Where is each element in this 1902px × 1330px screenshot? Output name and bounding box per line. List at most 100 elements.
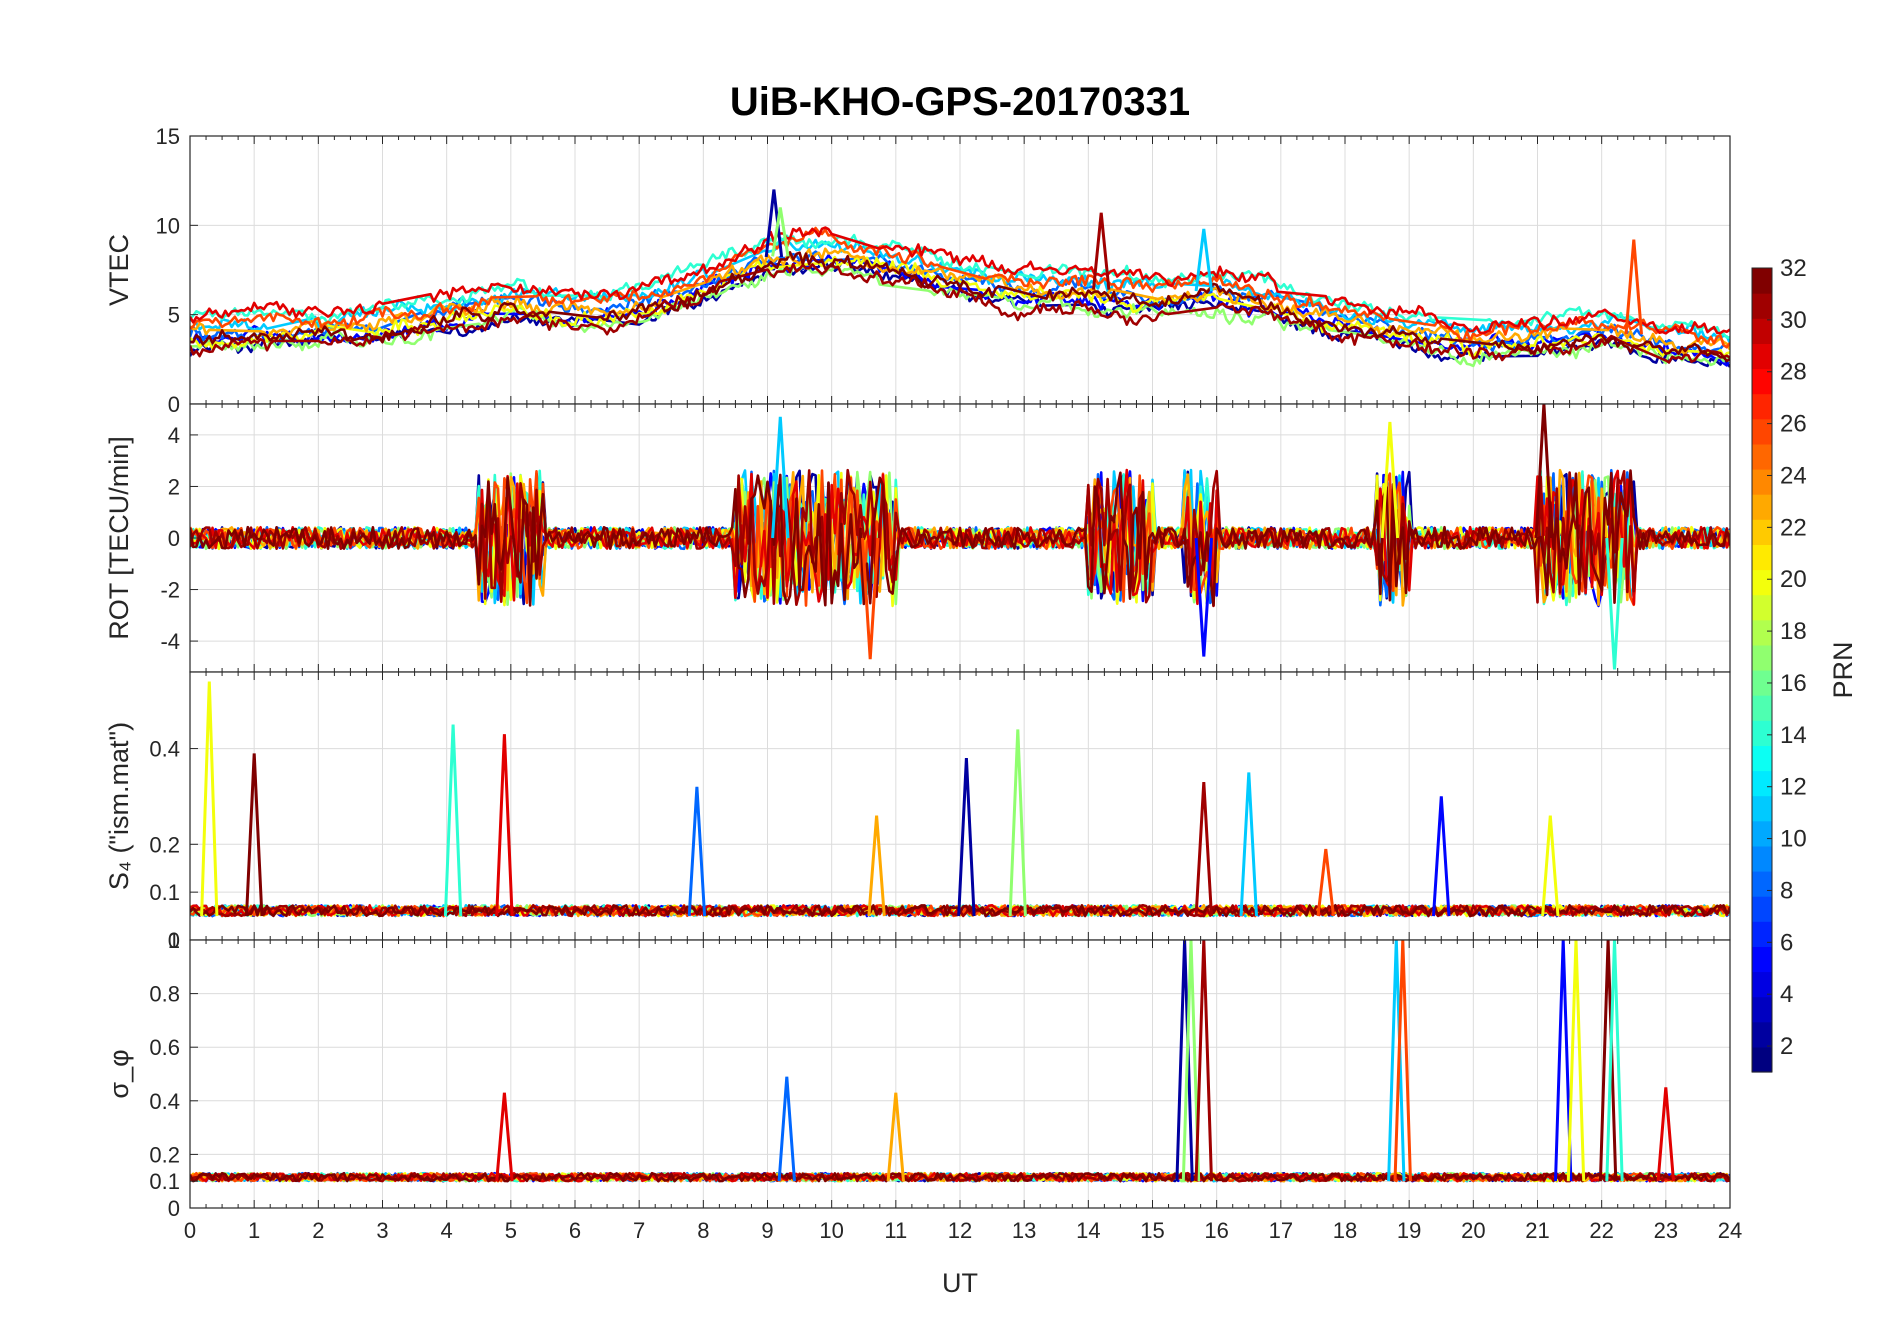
data-peak: [771, 207, 790, 257]
colorbar-swatch: [1752, 544, 1772, 571]
data-peak: [861, 537, 880, 660]
colorbar-swatch: [1752, 343, 1772, 370]
data-peak: [1605, 537, 1624, 670]
colorbar-swatch: [1752, 418, 1772, 445]
y-tick-label: 0: [168, 526, 180, 551]
colorbar-tick-label: 4: [1780, 981, 1793, 1008]
y-tick-label: 0: [168, 1196, 180, 1221]
data-peak: [1239, 772, 1258, 917]
y-tick-label: 1: [168, 928, 180, 953]
y-tick-label: 0.6: [149, 1035, 180, 1060]
x-tick-label: 20: [1461, 1218, 1485, 1243]
colorbar-swatch: [1752, 494, 1772, 520]
y-tick-label: 0.2: [149, 1142, 180, 1167]
colorbar-swatch: [1752, 469, 1772, 495]
colorbar-frame: [1751, 267, 1773, 1073]
panel-vtec: 0 5 10 15 VTEC: [104, 124, 1731, 417]
y-axis-label: S₄ ("ism.mat"): [104, 722, 134, 890]
x-tick-label: 11: [884, 1218, 907, 1243]
colorbar-tick-label: 32: [1780, 255, 1807, 282]
data-peak: [886, 1092, 905, 1182]
data-peak: [957, 758, 976, 917]
colorbar-swatch: [1752, 996, 1772, 1023]
colorbar-swatch: [1752, 871, 1772, 897]
series-line-prn-31: [190, 468, 1730, 606]
x-tick-label: 5: [505, 1218, 517, 1243]
x-tick-label: 12: [948, 1218, 972, 1243]
data-peak: [1432, 796, 1451, 917]
x-tick-label: 4: [441, 1218, 453, 1243]
data-peak: [245, 753, 264, 917]
colorbar-swatch: [1752, 1046, 1772, 1073]
y-tick-label: 0.1: [149, 880, 180, 905]
x-tick-label: 3: [376, 1218, 388, 1243]
y-tick-label: 2: [168, 474, 180, 499]
data-peak: [1605, 940, 1624, 1182]
colorbar-swatch: [1752, 795, 1772, 822]
series-line-prn-32: [190, 251, 1730, 363]
colorbar-tick-label: 22: [1780, 514, 1807, 541]
data-peak: [1380, 421, 1400, 539]
series-group: [190, 940, 1730, 1183]
colorbar-swatch: [1752, 845, 1772, 872]
panel-sigma: 00.10.20.40.60.81σ_φ0 1 2 3 4 5 6 7 8 9 10 11 12 13 14…: [104, 928, 1742, 1243]
data-peak: [1387, 940, 1406, 1182]
x-tick-label: 10: [819, 1218, 843, 1243]
x-tick-label: 23: [1654, 1218, 1678, 1243]
colorbar-swatch: [1752, 720, 1772, 746]
data-peak: [771, 416, 790, 539]
colorbar-tick-label: 12: [1780, 774, 1807, 801]
x-tick-label: 2: [312, 1218, 324, 1243]
data-peak: [1393, 940, 1412, 1182]
colorbar-tick-label: 6: [1780, 929, 1793, 956]
y-tick-label: 10: [156, 213, 180, 238]
data-peak: [1008, 729, 1027, 917]
colorbar-tick-label: 16: [1780, 670, 1807, 697]
y-tick-label: 0.4: [149, 1089, 180, 1114]
colorbar-tick-label: 2: [1780, 1033, 1793, 1060]
x-tick-label: 24: [1718, 1218, 1742, 1243]
colorbar-swatch: [1752, 594, 1772, 621]
colorbar-tick-label: 14: [1780, 722, 1807, 749]
series-line-prn-31: [190, 262, 1730, 364]
x-tick-label: 22: [1589, 1218, 1613, 1243]
series-line-prn-32: [190, 469, 1730, 607]
colorbar-tick-label: 18: [1780, 618, 1807, 645]
data-peak: [1194, 537, 1213, 657]
data-peak: [764, 189, 784, 258]
colorbar-swatch: [1752, 368, 1772, 395]
x-tick-label: 17: [1269, 1218, 1293, 1243]
colorbar-label: PRN: [1828, 641, 1858, 698]
y-tick-label: 0.1: [149, 1169, 180, 1194]
colorbar-swatch: [1752, 670, 1772, 696]
y-tick-label: 0.2: [149, 832, 180, 857]
colorbar-swatch: [1752, 619, 1772, 646]
y-axis-label: VTEC: [104, 234, 134, 306]
x-tick-label: 18: [1333, 1218, 1357, 1243]
y-tick-label: 0: [168, 392, 180, 417]
x-tick-label: 15: [1140, 1218, 1164, 1243]
y-tick-label: 0.4: [149, 737, 180, 762]
colorbar-swatch: [1752, 268, 1772, 294]
series-line-prn-26: [190, 226, 1730, 349]
data-peak: [1194, 940, 1213, 1182]
x-tick-label: 1: [248, 1218, 260, 1243]
series-group: [190, 404, 1730, 670]
colorbar-tick-label: 28: [1780, 359, 1807, 386]
colorbar-swatch: [1752, 393, 1772, 420]
colorbar-swatch: [1752, 745, 1772, 772]
colorbar-swatch: [1752, 971, 1772, 998]
data-peak: [1656, 1087, 1675, 1182]
y-tick-label: -4: [160, 629, 180, 654]
colorbar-swatch: [1752, 820, 1772, 847]
data-peak: [1175, 940, 1194, 1182]
x-tick-label: 16: [1204, 1218, 1228, 1243]
y-axis-label: σ_φ: [104, 1049, 134, 1098]
y-tick-label: -2: [160, 578, 180, 603]
x-tick-label: 7: [633, 1218, 645, 1243]
y-tick-label: 4: [168, 423, 180, 448]
colorbar-swatch: [1752, 519, 1772, 545]
data-peak: [443, 724, 463, 917]
data-peak: [200, 681, 219, 917]
colorbar-swatch: [1752, 293, 1772, 319]
